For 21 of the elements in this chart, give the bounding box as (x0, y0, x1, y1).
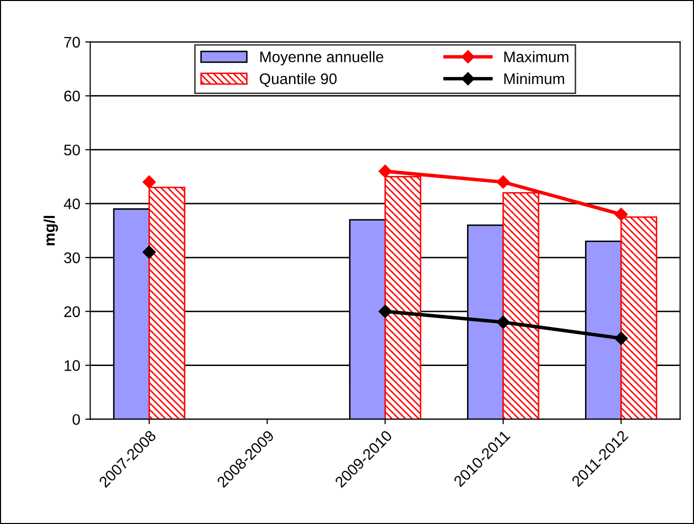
y-tick-label: 0 (72, 414, 80, 425)
legend-label: Quantile 90 (260, 72, 337, 87)
point (496, 316, 510, 329)
point (378, 304, 392, 318)
y-tick-label: 50 (64, 144, 80, 156)
point (496, 175, 510, 189)
point (142, 246, 156, 259)
point (378, 164, 392, 178)
legend-label: Maximum (504, 51, 568, 62)
y-tick-label: 20 (64, 306, 80, 318)
point (142, 175, 156, 189)
y-tick-label: 70 (64, 36, 80, 48)
legend-label: Minimum (504, 72, 564, 84)
point (614, 332, 628, 345)
y-tick-label: 60 (64, 90, 80, 102)
y-tick-label: 10 (64, 360, 80, 371)
y-axis-title: mg/l (44, 216, 58, 246)
y-tick-label: 40 (64, 198, 80, 210)
point (614, 208, 628, 221)
legend-label: Moyenne annuelle (260, 51, 384, 66)
y-tick-label: 30 (64, 252, 80, 264)
